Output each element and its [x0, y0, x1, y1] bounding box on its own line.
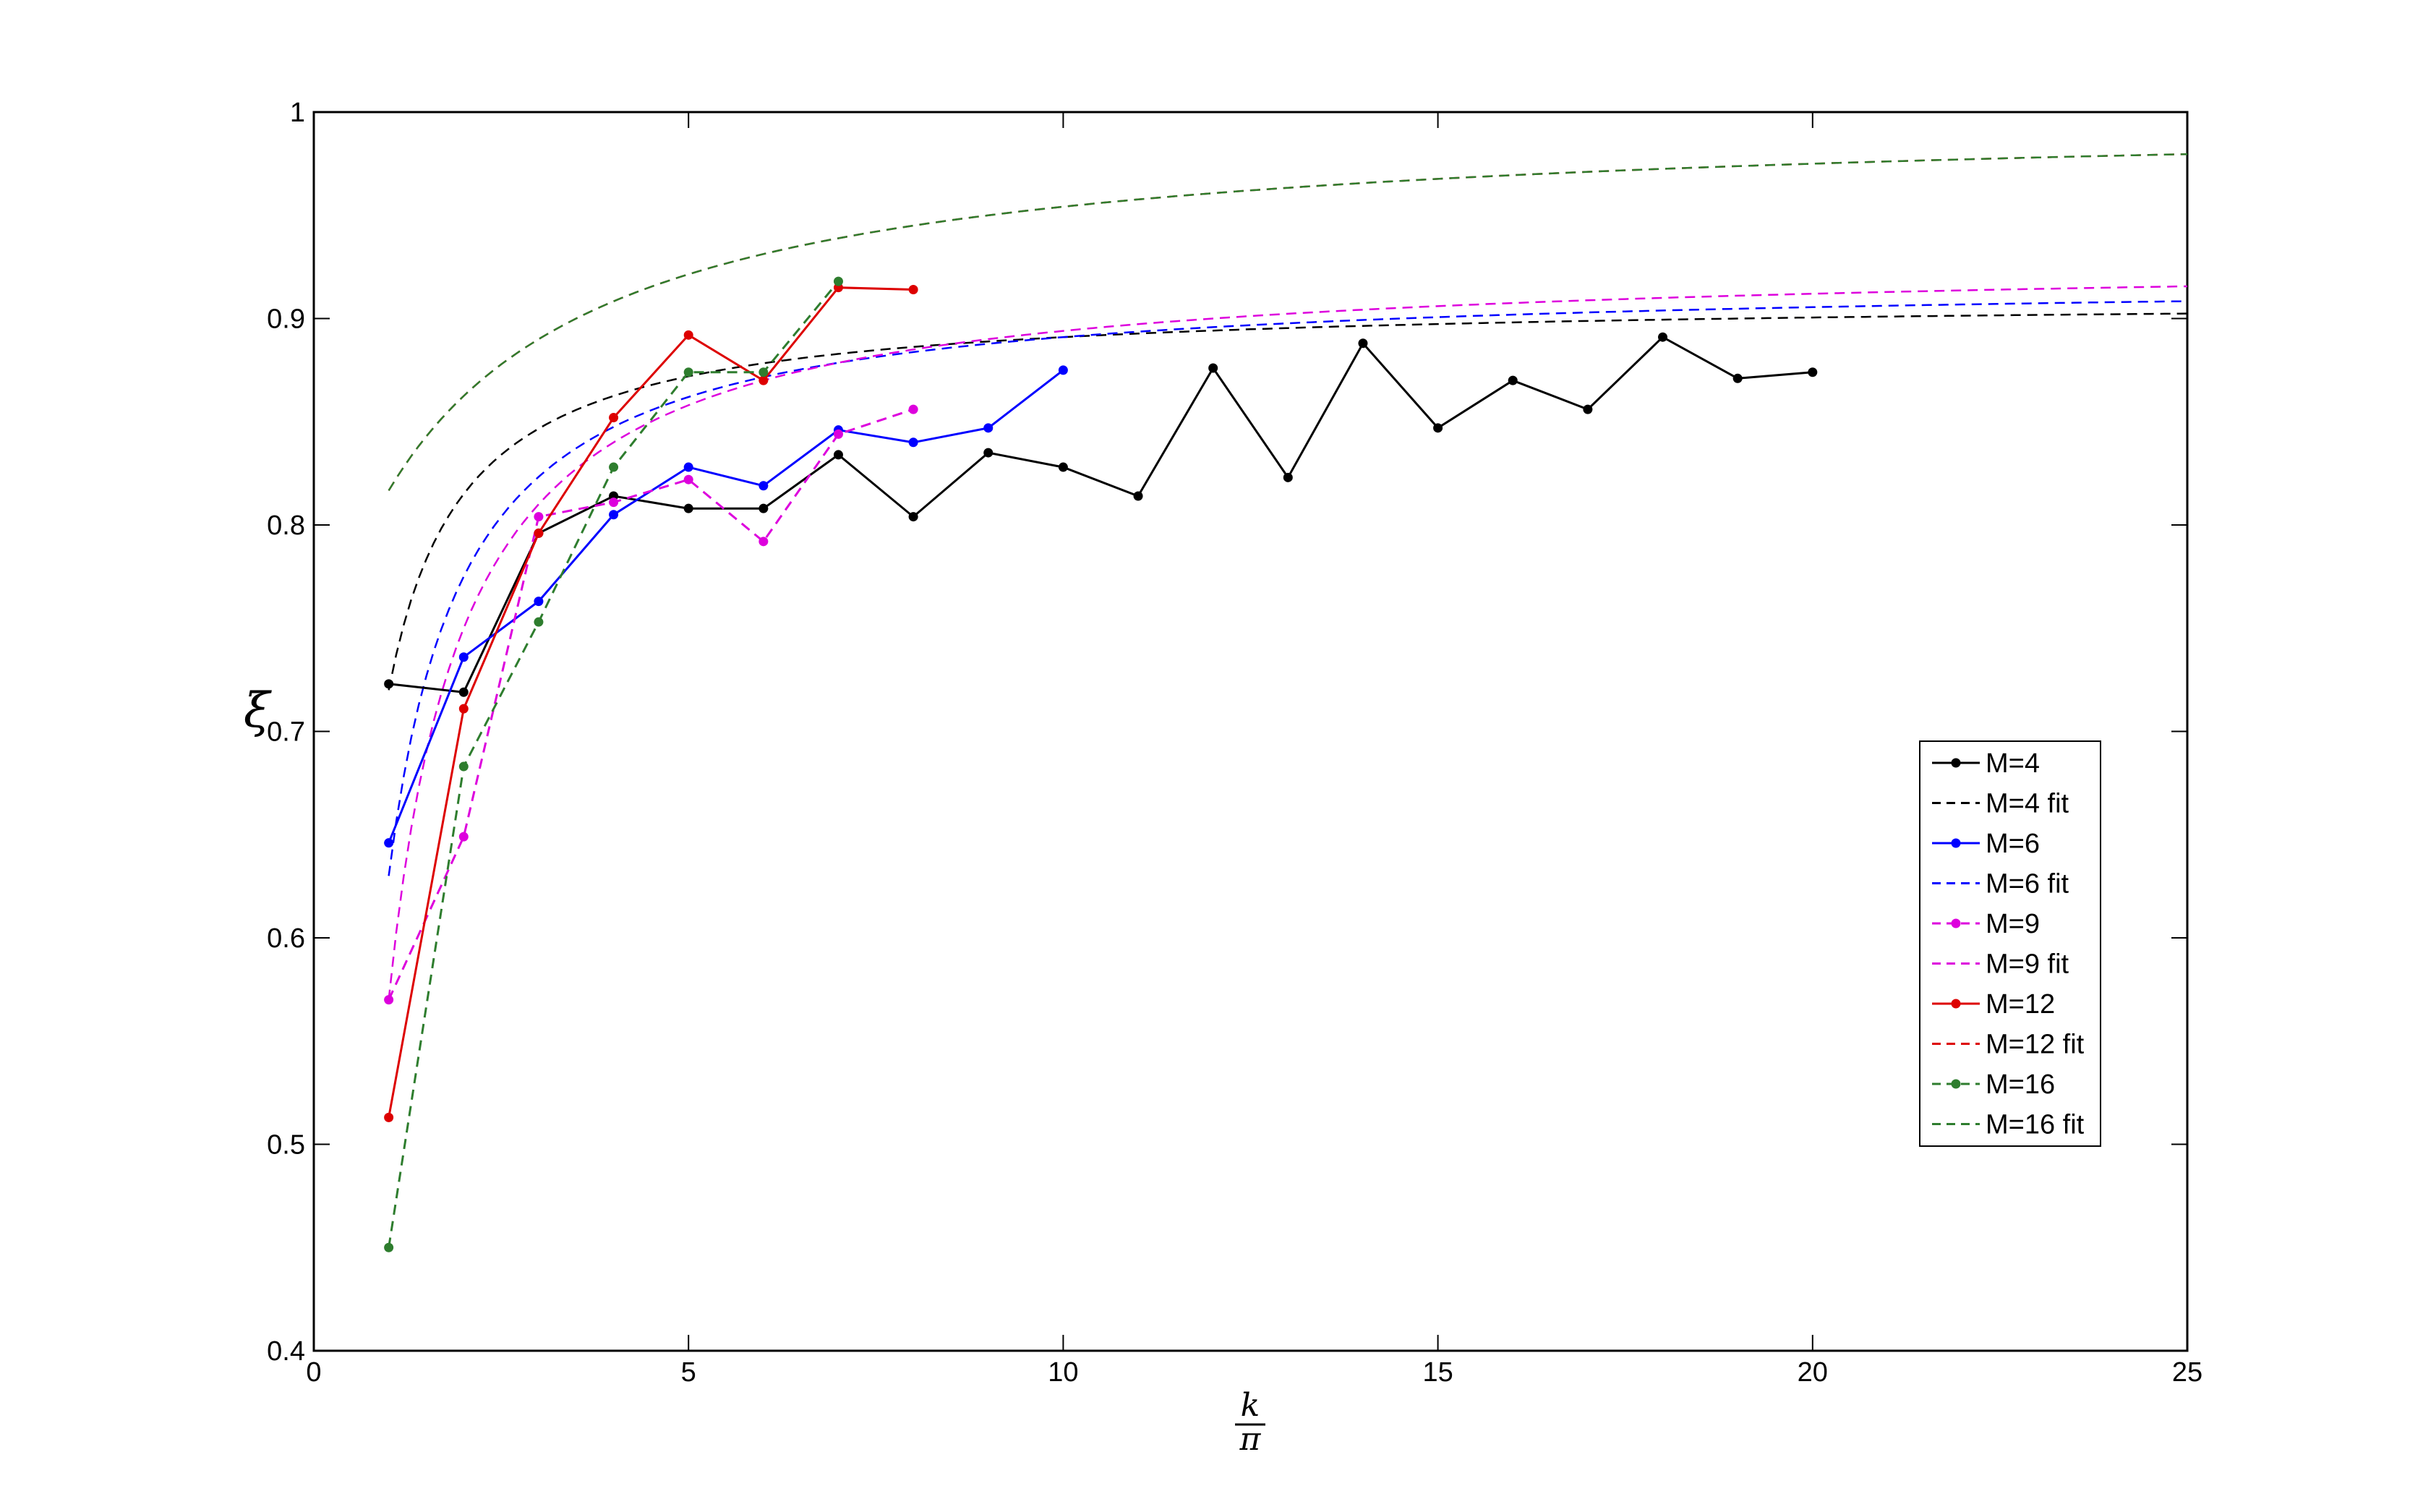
legend-label-m-16-fit: M=16 fit [1986, 1110, 2085, 1140]
legend-label-m-12: M=12 [1986, 989, 2055, 1020]
data-series [384, 276, 1818, 1252]
y-axis-label: ξ [244, 683, 273, 738]
data-point-m-6 [458, 652, 469, 662]
fit-curve-m-9-fit [388, 285, 2188, 1000]
x-tick-label: 15 [1422, 1357, 1453, 1388]
data-point-m-4 [1508, 375, 1518, 385]
data-point-m-16 [458, 761, 469, 772]
series-line-m-4 [388, 336, 1813, 693]
y-tick-label: 0.7 [267, 717, 305, 748]
legend-label-m-12-fit: M=12 fit [1986, 1030, 2085, 1060]
data-point-m-16 [833, 276, 843, 286]
x-axis-label-denominator: π [1239, 1421, 1262, 1458]
data-point-m-4 [1732, 373, 1743, 383]
data-point-m-4 [1808, 367, 1818, 377]
legend-marker-m-16 [1951, 1079, 1961, 1089]
data-point-m-4 [1208, 363, 1218, 373]
data-point-m-16 [384, 1242, 394, 1252]
fit-curve-m-16-fit [388, 153, 2188, 492]
legend-label-m-4-fit: M=4 fit [1986, 789, 2069, 819]
data-point-m-4 [1133, 491, 1143, 501]
data-point-m-12 [534, 528, 544, 538]
legend-label-m-6-fit: M=6 fit [1986, 869, 2069, 900]
data-point-m-4 [908, 512, 918, 522]
data-point-m-16 [609, 462, 619, 472]
legend-marker-m-6 [1951, 838, 1961, 848]
y-tick-label: 0.9 [267, 304, 305, 335]
legend-marker-m-12 [1951, 999, 1961, 1009]
data-point-m-12 [759, 375, 769, 385]
data-point-m-4 [1583, 404, 1593, 414]
x-tick-label: 10 [1048, 1357, 1078, 1388]
y-tick-label: 0.6 [267, 923, 305, 954]
data-point-m-6 [983, 423, 994, 433]
x-tick-label: 20 [1798, 1357, 1828, 1388]
data-point-m-12 [683, 330, 693, 340]
data-point-m-6 [534, 597, 544, 607]
axis-ticks: 0 5 10 15 20 25 0.4 0.5 0.6 0.7 0.8 0.9 1 [267, 98, 2202, 1388]
data-point-m-4 [384, 679, 394, 689]
data-point-m-4 [1658, 332, 1668, 342]
x-tick-label: 5 [681, 1357, 696, 1388]
data-point-m-12 [384, 1112, 394, 1122]
legend-box [1919, 740, 2101, 1147]
y-tick-label: 0.4 [267, 1336, 305, 1367]
data-point-m-4 [833, 450, 843, 460]
y-tick-label: 1 [290, 98, 305, 128]
data-point-m-9 [908, 404, 918, 414]
data-point-m-6 [1058, 365, 1068, 375]
data-point-m-4 [458, 687, 469, 697]
series-line-m-12 [388, 286, 914, 1118]
data-point-m-9 [458, 832, 469, 842]
data-point-m-6 [609, 510, 619, 520]
data-point-m-12 [908, 285, 918, 295]
data-point-m-6 [384, 838, 394, 848]
legend-label-m-9-fit: M=9 fit [1986, 949, 2069, 980]
data-point-m-4 [983, 448, 994, 458]
x-tick-label: 25 [2172, 1357, 2202, 1388]
data-point-m-9 [384, 995, 394, 1005]
series-line-m-6 [388, 369, 1064, 844]
data-point-m-16 [534, 617, 544, 627]
data-point-m-9 [759, 537, 769, 547]
legend: M=4 M=4 fit M=6 M=6 fit M=9 M=9 fit M=12 M=12 f… [1919, 740, 2101, 1147]
legend-label-m-16: M=16 [1986, 1069, 2055, 1100]
data-point-m-4 [1433, 423, 1443, 433]
series-line-m-9 [388, 408, 914, 1001]
data-point-m-9 [833, 429, 843, 439]
data-point-m-6 [759, 481, 769, 491]
data-point-m-6 [683, 462, 693, 472]
data-point-m-12 [458, 704, 469, 714]
legend-marker-m-9 [1951, 918, 1961, 928]
x-tick-label: 0 [306, 1357, 321, 1388]
data-point-m-12 [609, 413, 619, 423]
y-tick-label: 0.8 [267, 511, 305, 541]
data-point-m-9 [683, 474, 693, 484]
legend-label-m-6: M=6 [1986, 829, 2040, 859]
data-point-m-9 [534, 512, 544, 522]
x-axis-label-numerator: k [1241, 1387, 1260, 1424]
data-point-m-4 [759, 503, 769, 513]
data-point-m-9 [609, 497, 619, 508]
data-point-m-16 [683, 367, 693, 377]
y-tick-label: 0.5 [267, 1130, 305, 1161]
legend-marker-m-4 [1951, 758, 1961, 768]
data-point-m-4 [1358, 338, 1368, 349]
legend-label-m-4: M=4 [1986, 748, 2040, 779]
data-point-m-16 [759, 367, 769, 377]
data-point-m-6 [908, 437, 918, 448]
data-point-m-4 [1283, 472, 1293, 482]
plot-area [312, 111, 2189, 1352]
data-point-m-4 [683, 503, 693, 513]
data-point-m-4 [1058, 462, 1068, 472]
legend-label-m-9: M=9 [1986, 909, 2040, 939]
fit-curve-m-6-fit [388, 300, 2188, 876]
